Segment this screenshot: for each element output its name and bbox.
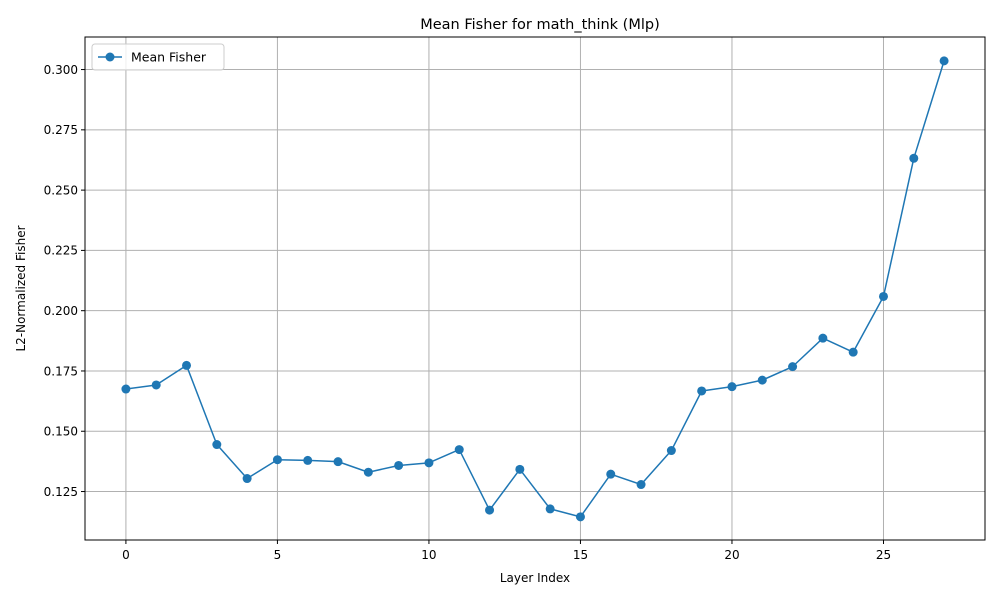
legend: Mean Fisher (91, 43, 225, 71)
y-axis-ticks: 0.125 0.150 0.175 0.200 0.225 0.250 0.275 0.300 (44, 63, 85, 499)
data-point (666, 446, 676, 456)
y-tick-label: 0.175 (44, 364, 78, 378)
data-point (636, 480, 646, 490)
data-point (757, 375, 767, 385)
data-point (333, 457, 343, 467)
data-point (363, 467, 373, 477)
data-point (303, 455, 313, 465)
data-point (939, 56, 949, 66)
series-line-layer (125, 60, 945, 518)
y-tick-label: 0.125 (44, 485, 78, 499)
data-point (121, 384, 131, 394)
data-point (575, 512, 585, 522)
legend-entry-mean-fisher: Mean Fisher (131, 50, 207, 65)
data-point (242, 474, 252, 484)
data-point (182, 360, 192, 370)
data-point (454, 445, 464, 455)
x-tick-label: 5 (274, 548, 282, 562)
legend-box (91, 43, 225, 71)
x-axis-ticks: 0 5 10 15 20 25 (122, 540, 891, 562)
data-point (878, 291, 888, 301)
series-markers (121, 56, 949, 522)
y-tick-label: 0.275 (44, 123, 78, 137)
data-point (485, 505, 495, 515)
data-point (848, 347, 858, 357)
data-point (606, 469, 616, 479)
data-point (272, 455, 282, 465)
data-point (515, 464, 525, 474)
plot-area-frame (84, 36, 986, 541)
data-point (697, 386, 707, 396)
y-tick-label: 0.200 (44, 304, 78, 318)
data-point (727, 382, 737, 392)
grid-lines (85, 37, 985, 540)
y-tick-label: 0.300 (44, 63, 78, 77)
legend-marker-swatch (105, 52, 115, 62)
x-tick-label: 25 (876, 548, 891, 562)
data-point (818, 333, 828, 343)
y-axis-label: L2-Normalized Fisher (14, 225, 28, 351)
data-point (151, 380, 161, 390)
data-point (788, 362, 798, 372)
data-point (424, 458, 434, 468)
series-line-mean-fisher (125, 60, 945, 518)
y-tick-label: 0.150 (44, 425, 78, 439)
x-tick-label: 20 (724, 548, 739, 562)
data-point (909, 153, 919, 163)
data-point (545, 504, 555, 514)
y-tick-label: 0.250 (44, 183, 78, 197)
x-axis-label: Layer Index (500, 571, 570, 585)
x-tick-label: 0 (122, 548, 130, 562)
x-tick-label: 10 (421, 548, 436, 562)
chart-title: Mean Fisher for math_think (Mlp) (420, 17, 660, 33)
data-point (394, 460, 404, 470)
x-tick-label: 15 (573, 548, 588, 562)
data-point (212, 440, 222, 450)
y-tick-label: 0.225 (44, 244, 78, 258)
